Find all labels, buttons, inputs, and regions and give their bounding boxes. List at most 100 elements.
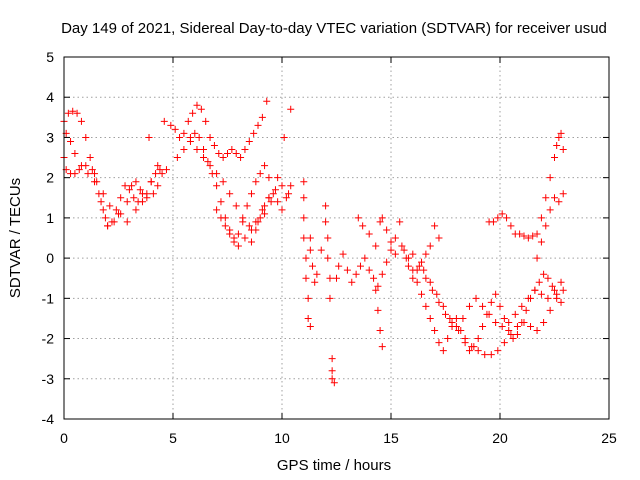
data-point-plus (75, 166, 83, 174)
data-point-plus (97, 198, 105, 206)
data-point-plus (271, 186, 279, 194)
data-point-plus (365, 230, 373, 238)
data-point-plus (99, 190, 107, 198)
y-tick-label: 2 (46, 170, 54, 186)
data-point-plus (189, 109, 197, 117)
data-point-plus (280, 133, 288, 141)
data-point-plus (186, 133, 194, 141)
data-point-plus (520, 318, 528, 326)
data-point-plus (82, 133, 90, 141)
x-tick-labels: 0 5 10 15 20 25 (60, 430, 617, 446)
data-point-plus (77, 162, 85, 170)
data-point-plus (513, 331, 521, 339)
data-point-plus (494, 347, 502, 355)
data-point-plus (413, 278, 421, 286)
data-point-plus (64, 109, 72, 117)
data-point-plus (69, 107, 77, 115)
data-point-plus (250, 129, 258, 137)
data-point-plus (132, 178, 140, 186)
data-point-plus (67, 137, 75, 145)
data-point-plus (254, 121, 262, 129)
data-point-plus (391, 234, 399, 242)
data-point-plus (372, 286, 380, 294)
data-point-plus (553, 141, 561, 149)
data-point-plus (302, 254, 310, 262)
data-point-plus (474, 347, 482, 355)
data-point-plus (206, 133, 214, 141)
data-point-plus (498, 210, 506, 218)
data-point-plus (154, 162, 162, 170)
data-point-plus (184, 117, 192, 125)
data-point-plus (300, 234, 308, 242)
data-point-plus (474, 335, 482, 343)
data-point-plus (306, 246, 314, 254)
data-point-plus (553, 294, 561, 302)
data-point-plus (145, 133, 153, 141)
data-point-plus (226, 230, 234, 238)
data-point-plus (503, 214, 511, 222)
data-point-plus (311, 278, 319, 286)
data-point-plus (313, 270, 321, 278)
data-point-plus (500, 339, 508, 347)
data-point-plus (492, 318, 500, 326)
data-point-plus (232, 202, 240, 210)
data-point-plus (546, 174, 554, 182)
data-point-plus (557, 278, 565, 286)
data-point-plus (121, 182, 129, 190)
data-point-plus (304, 294, 312, 302)
data-point-plus (239, 214, 247, 222)
data-point-plus (551, 286, 558, 294)
y-tick-label: 4 (46, 89, 54, 105)
data-point-plus (465, 302, 473, 310)
data-point-plus (258, 206, 266, 214)
x-tick-label: 15 (383, 430, 399, 446)
data-point-plus (130, 194, 138, 202)
data-point-plus (387, 238, 395, 246)
data-point-plus (518, 302, 526, 310)
data-point-plus (176, 133, 184, 141)
data-point-plus (110, 218, 118, 226)
data-point-plus (302, 274, 310, 282)
data-point-plus (324, 254, 332, 262)
data-point-plus (152, 170, 160, 178)
data-point-plus (516, 230, 524, 238)
data-point-plus (479, 322, 487, 330)
data-point-plus (252, 178, 260, 186)
data-point-plus (418, 290, 426, 298)
data-point-plus (167, 121, 175, 129)
data-point-plus (73, 109, 81, 117)
data-point-plus (559, 286, 567, 294)
data-point-plus (117, 194, 125, 202)
data-point-plus (234, 230, 242, 238)
data-point-plus (265, 194, 273, 202)
data-point-plus (300, 214, 308, 222)
data-point-plus (226, 190, 234, 198)
data-point-plus (452, 322, 460, 330)
data-point-plus (372, 242, 380, 250)
data-point-plus (219, 178, 227, 186)
data-point-plus (546, 306, 554, 314)
data-point-plus (333, 274, 340, 282)
data-point-plus (359, 222, 367, 230)
data-point-plus (317, 246, 325, 254)
data-point-plus (91, 178, 99, 186)
data-point-plus (274, 174, 282, 182)
data-point-plus (115, 210, 122, 218)
data-point-plus (533, 230, 541, 238)
data-point-plus (261, 202, 269, 210)
data-point-plus (228, 146, 236, 154)
data-point-plus (400, 246, 408, 254)
data-point-plus (287, 182, 295, 190)
data-point-plus (461, 335, 469, 343)
x-tick-label: 25 (601, 430, 617, 446)
data-point-plus (426, 314, 434, 322)
data-point-plus (261, 162, 269, 170)
data-point-plus (422, 274, 430, 282)
data-point-plus (544, 294, 552, 302)
data-point-plus (230, 238, 238, 246)
data-point-plus (378, 343, 386, 351)
data-point-plus (274, 198, 282, 206)
data-point-plus (132, 206, 140, 214)
data-point-plus (306, 322, 314, 330)
